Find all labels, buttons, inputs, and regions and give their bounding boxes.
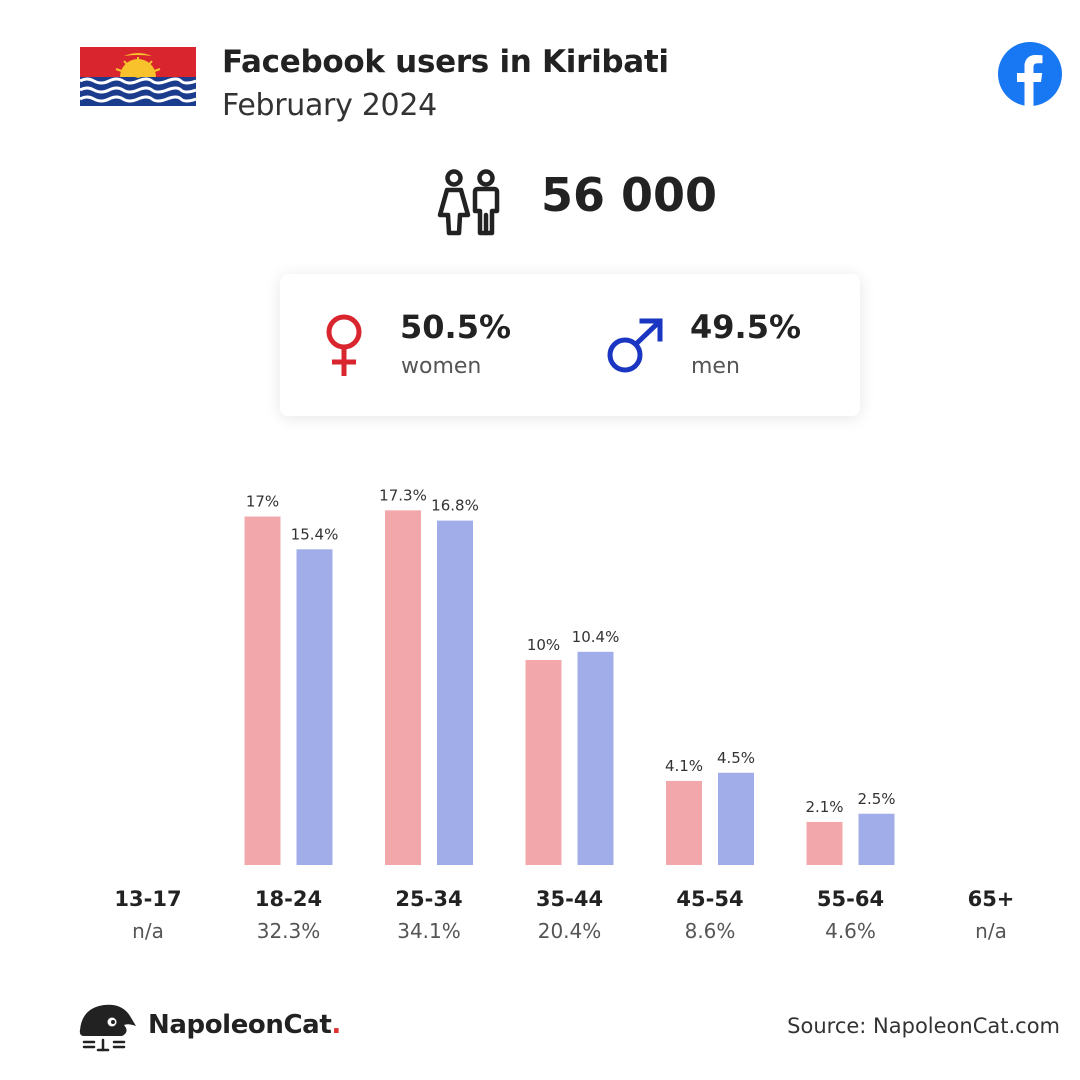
men-percent: 49.5%	[690, 308, 802, 346]
data-label-women-25-34: 17.3%	[379, 486, 427, 504]
data-label-women-45-54: 4.1%	[665, 757, 703, 775]
category-label-35-44: 35-44	[536, 887, 603, 911]
bar-women-55-64	[806, 821, 843, 865]
brand-name-text: NapoleonCat	[148, 1010, 332, 1040]
chart-subtitle: February 2024	[222, 88, 437, 123]
data-label-men-35-44: 10.4%	[572, 628, 620, 646]
bar-women-25-34	[385, 510, 421, 865]
category-total-55-64: 4.6%	[825, 919, 876, 943]
bar-men-35-44	[577, 651, 614, 865]
brand-dot: .	[331, 1010, 341, 1040]
category-label-45-54: 45-54	[676, 887, 743, 911]
bar-men-25-34	[437, 520, 473, 865]
category-total-18-24: 32.3%	[257, 919, 321, 943]
women-percent: 50.5%	[400, 308, 512, 346]
male-symbol-icon	[607, 318, 663, 373]
category-total-65+: n/a	[975, 919, 1007, 943]
category-total-13-17: n/a	[132, 919, 164, 943]
category-label-25-34: 25-34	[395, 887, 462, 911]
category-label-55-64: 55-64	[817, 887, 884, 911]
people-icon	[437, 169, 500, 236]
total-users: 56 000	[541, 168, 718, 222]
data-label-men-55-64: 2.5%	[857, 790, 895, 808]
napoleoncat-logo-icon	[79, 1004, 136, 1052]
data-label-women-55-64: 2.1%	[805, 798, 843, 816]
bar-men-18-24	[296, 549, 333, 865]
category-label-65+: 65+	[968, 887, 1015, 911]
men-label: men	[691, 354, 740, 379]
data-label-women-18-24: 17%	[246, 493, 279, 511]
age-gender-bar-chart: 13-17 n/a 17% 15.4% 18-24 32.3% 17.3%16.8% 25-3…	[114, 486, 1015, 943]
women-label: women	[401, 354, 482, 379]
category-total-25-34: 34.1%	[397, 919, 461, 943]
data-label-women-35-44: 10%	[527, 636, 560, 654]
data-label-men-25-34: 16.8%	[431, 497, 479, 515]
female-symbol-icon	[326, 314, 362, 376]
facebook-logo-icon	[998, 42, 1062, 106]
brand-name: NapoleonCat.	[148, 1010, 341, 1040]
category-total-45-54: 8.6%	[685, 919, 736, 943]
bar-men-45-54	[718, 772, 754, 865]
kiribati-flag	[80, 47, 196, 106]
data-label-men-45-54: 4.5%	[717, 749, 755, 767]
chart-title: Facebook users in Kiribati	[222, 44, 669, 80]
bar-men-55-64	[858, 813, 895, 865]
category-total-35-44: 20.4%	[538, 919, 602, 943]
data-label-men-18-24: 15.4%	[291, 525, 339, 543]
source-credit: Source: NapoleonCat.com	[787, 1014, 1060, 1038]
bar-women-45-54	[666, 780, 702, 865]
category-label-13-17: 13-17	[114, 887, 181, 911]
gender-split-card	[280, 274, 860, 416]
category-label-18-24: 18-24	[255, 887, 322, 911]
bar-women-18-24	[244, 516, 281, 865]
bar-women-35-44	[525, 660, 562, 865]
